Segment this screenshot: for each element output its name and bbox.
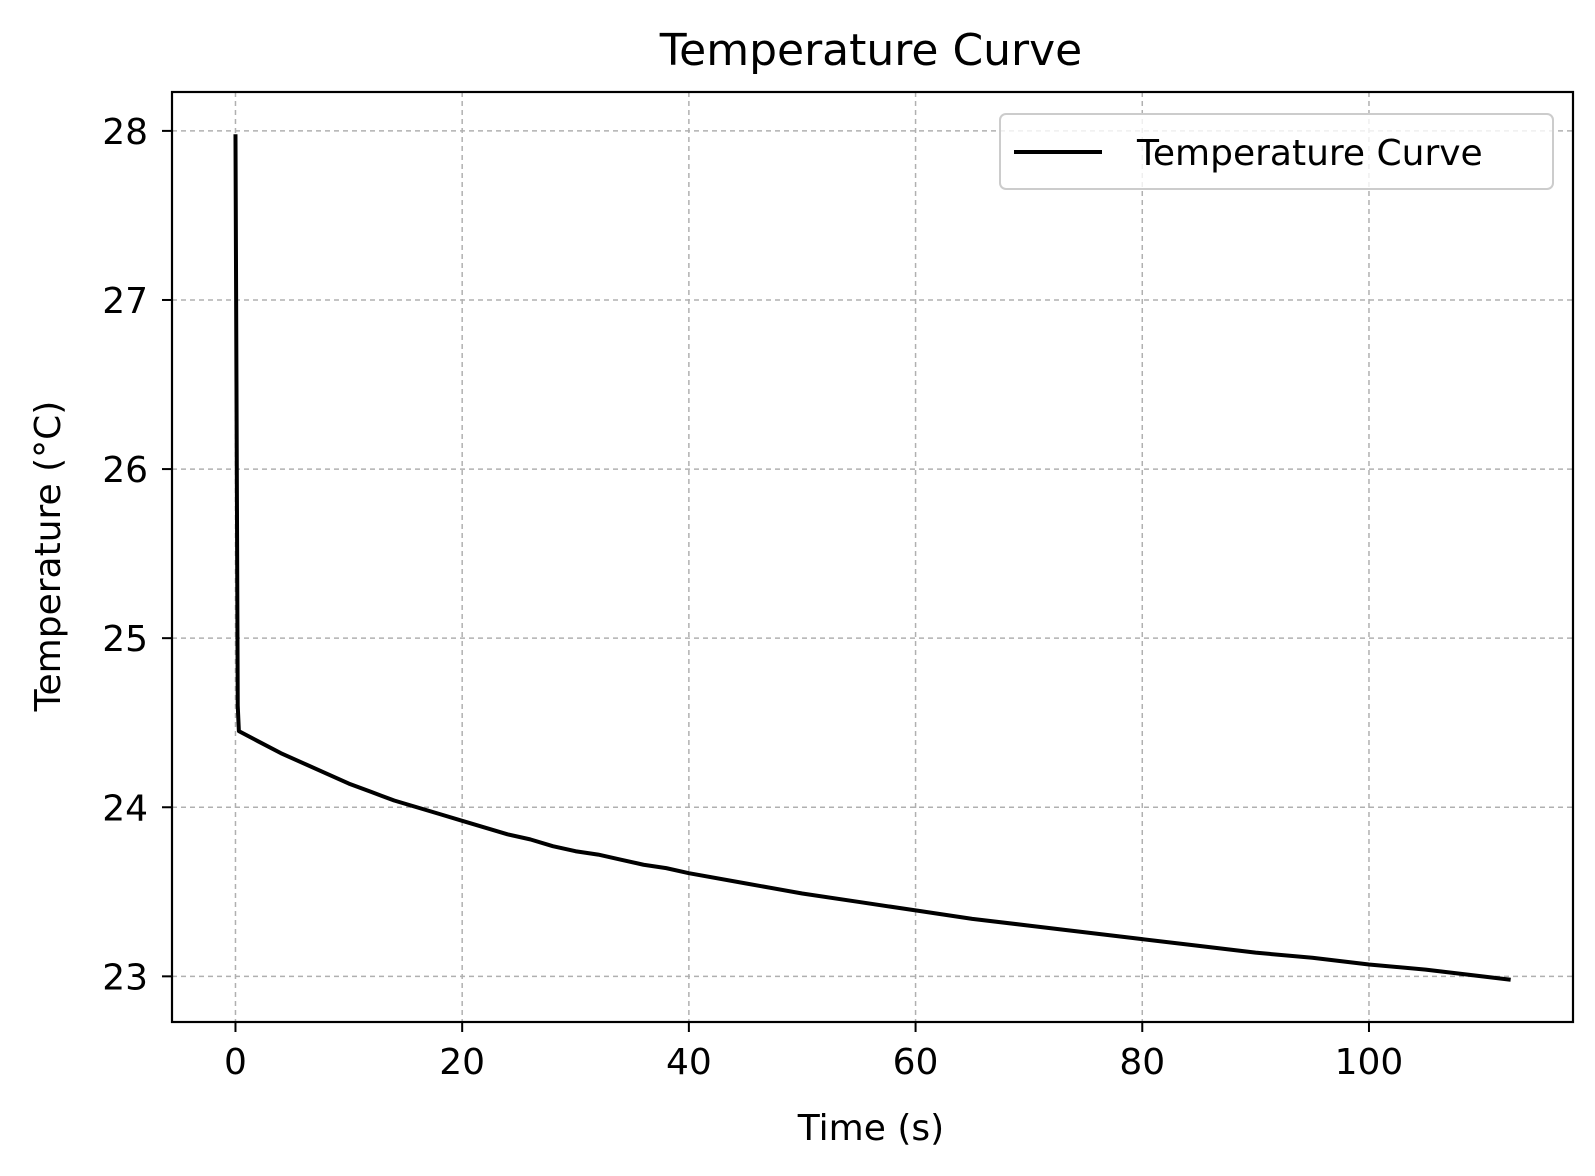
x-tick-label: 80 (1119, 1042, 1165, 1083)
chart-title: Temperature Curve (659, 25, 1083, 76)
axis-ticks: 0 20 40 60 80 100 23 24 25 26 27 28 (102, 112, 1403, 1083)
plot-area-frame (170, 90, 1575, 1024)
series-line-temperature-curve (233, 134, 1511, 982)
x-tick-label: 100 (1335, 1042, 1404, 1083)
legend: Temperature Curve (999, 113, 1554, 190)
legend-label-temperature-curve: Temperature Curve (1136, 133, 1483, 174)
series-layer (233, 134, 1511, 982)
y-tick-label: 26 (102, 450, 148, 491)
x-axis-label: Time (s) (797, 1108, 944, 1149)
x-tick-label: 60 (893, 1042, 939, 1083)
x-tick-label: 20 (439, 1042, 485, 1083)
y-tick-label: 28 (102, 112, 148, 153)
y-tick-label: 23 (102, 957, 148, 998)
x-tick-label: 40 (666, 1042, 712, 1083)
x-tick-label: 0 (224, 1042, 247, 1083)
y-axis-label: Temperature (°C) (28, 401, 69, 713)
y-tick-label: 24 (102, 788, 148, 829)
y-tick-label: 25 (102, 619, 148, 660)
legend-box (999, 113, 1554, 190)
y-tick-label: 27 (102, 281, 148, 322)
